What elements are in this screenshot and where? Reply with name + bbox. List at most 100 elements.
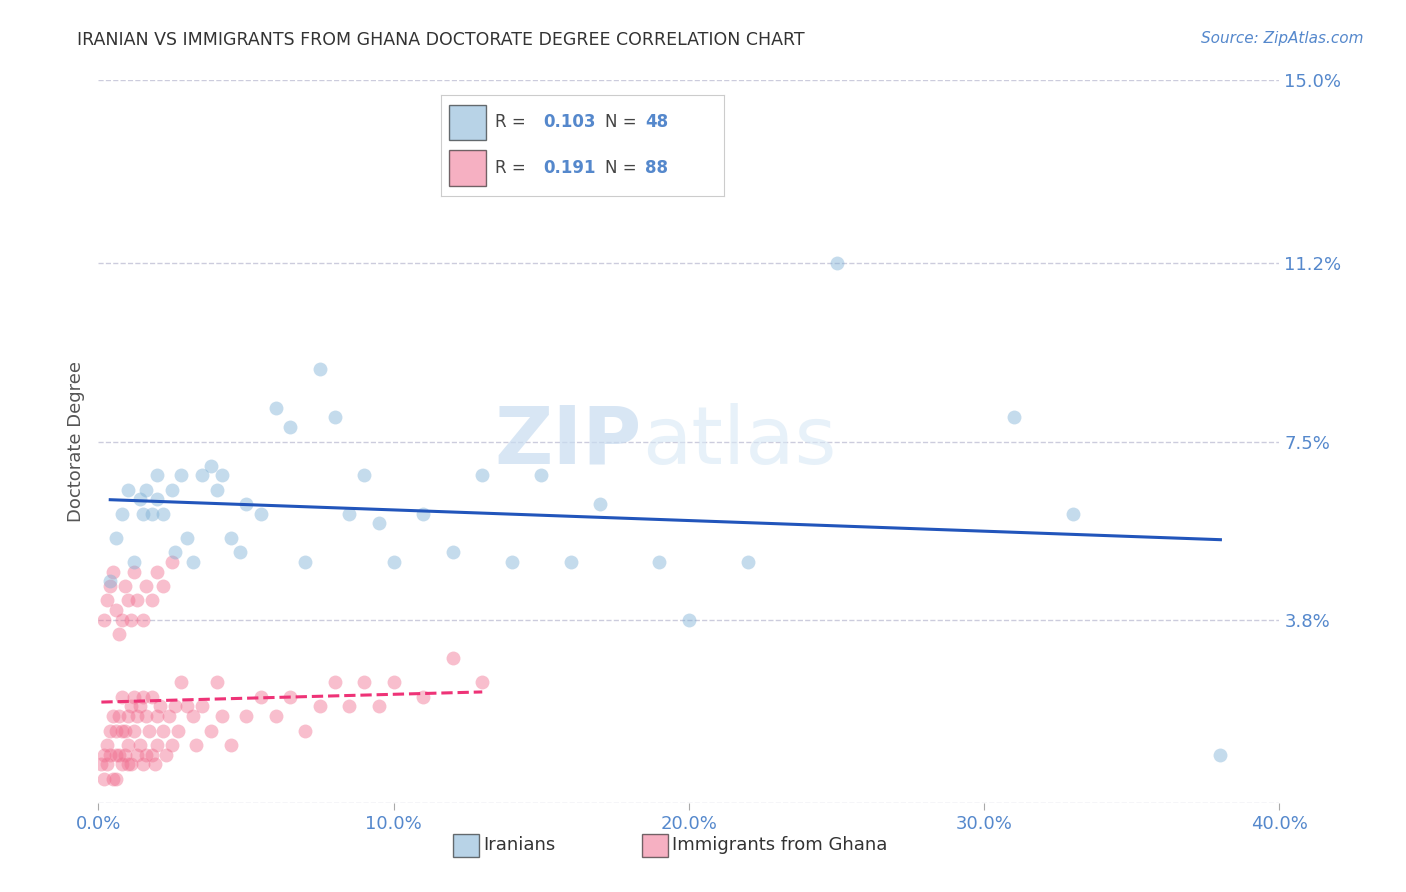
Point [98, 579, 121, 593]
Point [294, 723, 316, 738]
Point [235, 497, 257, 511]
Point [122, 723, 145, 738]
Point [93, 747, 115, 762]
Point [471, 675, 494, 690]
Point [138, 723, 160, 738]
Point [90, 757, 112, 772]
Point [103, 565, 125, 579]
Point [152, 579, 174, 593]
Point [132, 690, 155, 704]
Point [120, 757, 142, 772]
Point [128, 699, 150, 714]
Point [114, 747, 136, 762]
Point [382, 675, 405, 690]
Point [211, 709, 233, 723]
Point [560, 555, 582, 569]
Point [105, 772, 128, 786]
Point [264, 401, 287, 415]
Point [105, 747, 128, 762]
Point [146, 492, 169, 507]
Point [117, 709, 139, 723]
Point [825, 256, 848, 270]
Point [132, 613, 155, 627]
Point [323, 675, 346, 690]
Point [412, 507, 434, 521]
Point [250, 690, 273, 704]
Point [152, 507, 174, 521]
Point [205, 483, 228, 497]
Point [149, 699, 172, 714]
Point [229, 545, 252, 559]
Point [471, 468, 494, 483]
Point [170, 468, 193, 483]
Point [98, 747, 121, 762]
Point [125, 747, 148, 762]
Point [146, 738, 169, 752]
Point [108, 627, 131, 641]
Point [128, 492, 150, 507]
Point [165, 545, 187, 559]
Point [323, 410, 346, 425]
Point [135, 709, 157, 723]
Point [105, 723, 128, 738]
Point [120, 613, 142, 627]
Point [111, 723, 134, 738]
Point [353, 468, 375, 483]
Point [309, 699, 332, 714]
Point [93, 772, 115, 786]
Point [146, 565, 169, 579]
Point [205, 675, 228, 690]
Point [1209, 747, 1232, 762]
Point [211, 468, 233, 483]
Point [530, 468, 553, 483]
Point [176, 699, 198, 714]
Point [157, 709, 180, 723]
Point [143, 757, 166, 772]
Point [135, 483, 157, 497]
Point [105, 603, 128, 617]
Point [105, 531, 128, 545]
Point [191, 468, 214, 483]
Point [184, 738, 207, 752]
Point [280, 420, 302, 434]
Point [412, 690, 434, 704]
Text: Immigrants from Ghana: Immigrants from Ghana [672, 836, 887, 854]
Point [294, 555, 316, 569]
Point [678, 613, 700, 627]
Point [122, 565, 145, 579]
Point [170, 675, 193, 690]
FancyBboxPatch shape [641, 834, 668, 857]
Point [98, 723, 121, 738]
Point [200, 458, 222, 473]
Point [441, 545, 464, 559]
Text: Source: ZipAtlas.com: Source: ZipAtlas.com [1201, 31, 1364, 46]
Point [96, 757, 118, 772]
Point [117, 757, 139, 772]
Point [96, 593, 118, 607]
Point [141, 593, 163, 607]
Point [111, 613, 134, 627]
Point [141, 507, 163, 521]
Y-axis label: Doctorate Degree: Doctorate Degree [66, 361, 84, 522]
Point [98, 574, 121, 589]
Point [125, 593, 148, 607]
Point [162, 483, 183, 497]
Point [280, 690, 302, 704]
Point [93, 613, 115, 627]
FancyBboxPatch shape [453, 834, 478, 857]
Point [103, 772, 125, 786]
Point [191, 699, 214, 714]
Point [1002, 410, 1025, 425]
Point [162, 738, 183, 752]
Point [111, 757, 134, 772]
Point [368, 516, 391, 531]
Text: ZIP: ZIP [495, 402, 641, 481]
Point [155, 747, 177, 762]
Point [162, 555, 183, 569]
Point [250, 507, 273, 521]
Point [648, 555, 671, 569]
Point [103, 709, 125, 723]
Point [141, 690, 163, 704]
Point [221, 738, 243, 752]
Text: IRANIAN VS IMMIGRANTS FROM GHANA DOCTORATE DEGREE CORRELATION CHART: IRANIAN VS IMMIGRANTS FROM GHANA DOCTORA… [77, 31, 806, 49]
